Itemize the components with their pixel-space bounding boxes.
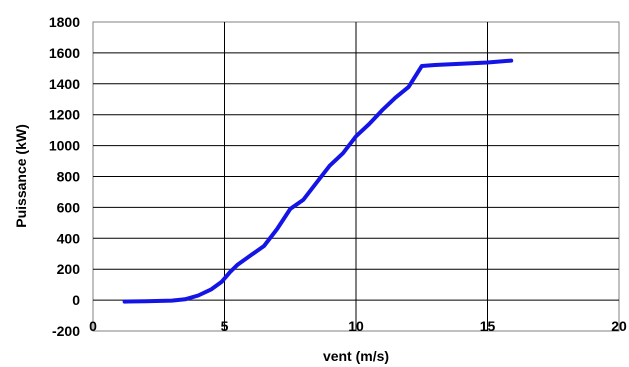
y-tick-label: 1600 <box>49 45 80 61</box>
x-axis-title: vent (m/s) <box>323 348 389 364</box>
y-tick-label: 400 <box>57 230 81 246</box>
y-tick-label: 1200 <box>49 107 80 123</box>
y-tick-label: 800 <box>57 169 81 185</box>
y-axis-title: Puissance (kW) <box>13 124 29 227</box>
y-tick-label: 1400 <box>49 76 80 92</box>
x-tick-label: 15 <box>480 318 496 334</box>
x-tick-label: 20 <box>611 318 627 334</box>
x-tick-label: 0 <box>89 318 97 334</box>
y-tick-label: 1000 <box>49 138 80 154</box>
x-tick-label: 10 <box>348 318 364 334</box>
y-tick-label: 1800 <box>49 14 80 30</box>
y-tick-label: 200 <box>57 261 81 277</box>
x-tick-label: 5 <box>221 318 229 334</box>
y-tick-label: 600 <box>57 199 81 215</box>
y-tick-labels: -200 0 200 400 600 800 1000 1200 1400 1600 1800 <box>49 14 80 339</box>
y-tick-label: 0 <box>72 292 80 308</box>
y-tick-label: -200 <box>52 323 80 339</box>
